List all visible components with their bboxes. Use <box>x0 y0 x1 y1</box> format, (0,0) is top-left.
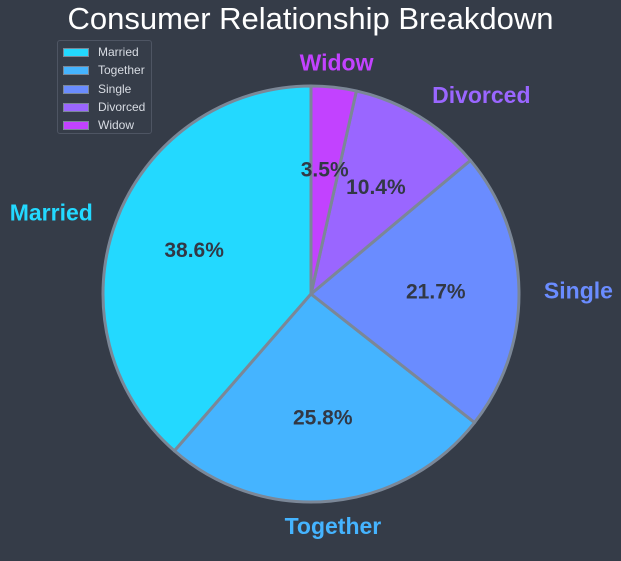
pie-slice-married <box>101 84 313 453</box>
pie-slice-divorced <box>309 89 472 296</box>
legend-swatch <box>63 120 89 130</box>
pie-slice-single <box>309 158 521 425</box>
percent-label: 25.8% <box>293 407 353 430</box>
category-label: Married <box>10 199 93 225</box>
pie-slice-together <box>172 292 477 504</box>
legend-item-widow: Widow <box>63 116 134 134</box>
category-label: Together <box>285 513 382 539</box>
percent-label: 21.7% <box>406 281 466 304</box>
legend-item-divorced: Divorced <box>63 98 145 116</box>
pie-slice-widow <box>309 84 358 296</box>
legend-label: Single <box>98 82 132 96</box>
percent-labels: 38.6% 25.8% 21.7% 10.4%3.5% <box>164 158 466 429</box>
category-label: Single <box>544 277 613 303</box>
legend-swatch <box>63 84 89 94</box>
legend-item-married: Married <box>63 43 139 61</box>
category-labels: Married Together Single Divorced Widow <box>10 49 613 538</box>
percent-label: 38.6% <box>164 239 224 262</box>
legend-label: Together <box>98 63 145 77</box>
percent-label: 3.5% <box>301 158 349 181</box>
legend-item-together: Together <box>63 61 145 79</box>
category-label: Divorced <box>432 82 530 108</box>
legend-label: Widow <box>98 118 135 132</box>
legend-label: Married <box>98 45 139 59</box>
legend-swatch <box>63 65 89 75</box>
legend-item-single: Single <box>63 80 131 98</box>
chart-title: Consumer Relationship Breakdown <box>67 1 554 36</box>
pie-slices <box>101 84 521 504</box>
chart-legend: Married Together Single Divorced Widow <box>57 40 152 134</box>
legend-swatch <box>63 102 89 112</box>
percent-label: 10.4% <box>346 176 406 199</box>
legend-label: Divorced <box>98 100 146 114</box>
category-label: Widow <box>300 49 374 75</box>
legend-swatch <box>63 47 89 57</box>
